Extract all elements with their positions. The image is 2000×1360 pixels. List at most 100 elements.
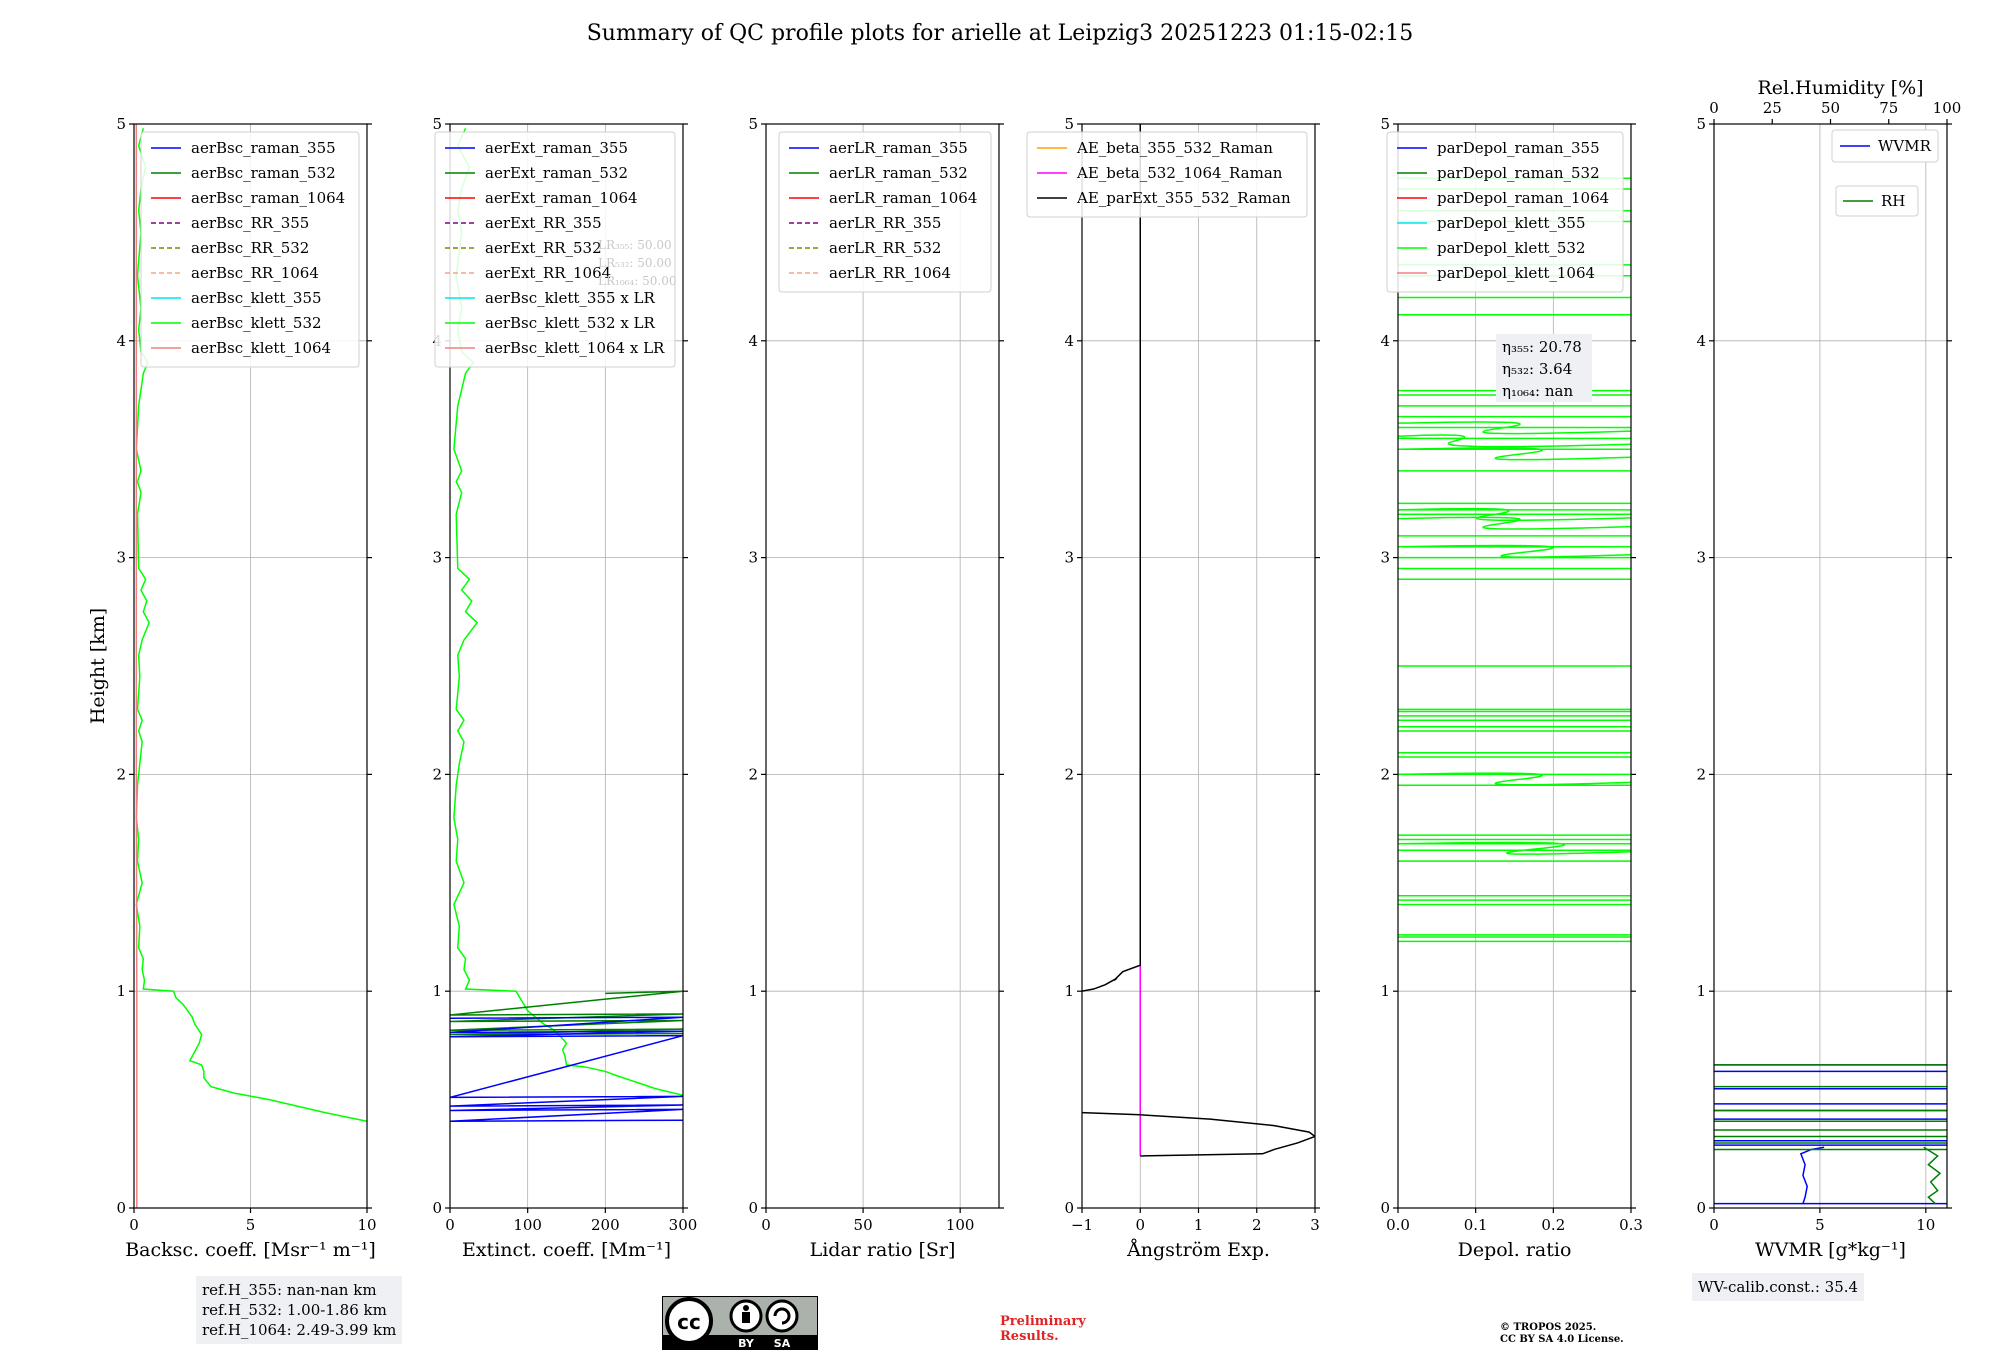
legend-label: aerExt_raman_532 — [485, 164, 628, 182]
eta-annotation: η₃₅₅: 20.78 — [1502, 338, 1582, 356]
x-tick-label: 300 — [669, 1216, 698, 1234]
legend-depol: parDepol_raman_355 parDepol_raman_532 parD… — [1386, 131, 1624, 293]
x2-axis-label: Rel.Humidity [%] — [1757, 77, 1923, 99]
legend-label: parDepol_klett_532 — [1437, 239, 1586, 257]
legend-label: aerBsc_raman_1064 — [191, 189, 345, 207]
x-tick-label: 0 — [1709, 1216, 1719, 1234]
wv-calib-const: WV-calib.const.: 35.4 — [1698, 1278, 1859, 1296]
license-note: © TROPOS 2025. CC BY SA 4.0 License. — [1500, 1322, 1624, 1346]
x-tick-label: 100 — [513, 1216, 542, 1234]
series-line-RH — [1923, 1146, 1942, 1205]
x-tick-label: 0 — [1135, 1216, 1145, 1234]
reference-height-box: ref.H_355: nan-nan km ref.H_532: 1.00-1.… — [196, 1276, 403, 1344]
legend-label: AE_beta_355_532_Raman — [1076, 139, 1273, 157]
x-tick-label: −1 — [1071, 1216, 1093, 1234]
legend-label: aerBsc_klett_532 — [191, 314, 322, 332]
lr-annotation: LR₅₃₂: 50.00 — [598, 256, 672, 270]
legend-label-RH: RH — [1881, 192, 1905, 210]
y-tick-label: 3 — [432, 549, 442, 567]
x-tick-label: 0.3 — [1619, 1216, 1643, 1234]
ref-h-355: ref.H_355: nan-nan km — [202, 1281, 377, 1299]
legend-label: aerBsc_raman_532 — [191, 164, 336, 182]
legend-label: aerBsc_klett_1064 x LR — [485, 339, 665, 357]
series-bump-parDepol_klett_532 — [1398, 544, 1631, 558]
series-bump-parDepol_klett_532 — [1398, 841, 1631, 855]
panel-backscatter: 0 5 10 0 1 2 3 4 5 Backsc. coeff. [Msr⁻¹ m⁻¹] Heig… — [87, 115, 377, 1261]
y-tick-label: 4 — [1696, 332, 1706, 350]
y-tick-label: 1 — [1380, 982, 1390, 1000]
x-tick-label: 1 — [1194, 1216, 1204, 1234]
cc-sa-label: SA — [774, 1337, 791, 1350]
legend-box — [140, 131, 360, 368]
legend-label-WVMR: WVMR — [1878, 137, 1932, 155]
series-bump-parDepol_klett_532 — [1398, 434, 1631, 448]
x-axis-label: Depol. ratio — [1458, 1239, 1572, 1261]
x-tick-label: 200 — [591, 1216, 620, 1234]
axes-frame — [1713, 123, 1948, 1209]
legend-label: aerLR_RR_355 — [829, 214, 941, 232]
series-line-AE_parExt_355_532_Raman — [1082, 124, 1141, 992]
y-tick-label: 4 — [1380, 332, 1390, 350]
legend-label: aerLR_raman_355 — [829, 139, 968, 157]
ref-h-1064: ref.H_1064: 2.49-3.99 km — [202, 1321, 397, 1339]
y-tick-label: 1 — [748, 982, 758, 1000]
y-tick-label: 0 — [748, 1199, 758, 1217]
legend-label: aerBsc_klett_355 — [191, 289, 322, 307]
legend-label: parDepol_raman_1064 — [1437, 189, 1609, 207]
legend-label: aerExt_raman_355 — [485, 139, 628, 157]
y-tick-label: 1 — [1064, 982, 1074, 1000]
legend-label: parDepol_klett_355 — [1437, 214, 1586, 232]
series-group — [1082, 124, 1315, 1157]
y-tick-label: 0 — [116, 1199, 126, 1217]
y-tick-label: 3 — [748, 549, 758, 567]
legend-label: aerLR_raman_532 — [829, 164, 968, 182]
license-line-2: CC BY SA 4.0 License. — [1500, 1334, 1624, 1345]
y-tick-label: 4 — [1064, 332, 1074, 350]
x2-tick-label: 50 — [1821, 99, 1840, 117]
y-tick-label: 3 — [1064, 549, 1074, 567]
series-line-WVMR — [1799, 1146, 1825, 1204]
x2-tick-label: 100 — [1933, 99, 1962, 117]
figure-title: Summary of QC profile plots for arielle … — [586, 21, 1414, 46]
x-tick-label: 2 — [1252, 1216, 1262, 1234]
legend-label: aerLR_RR_532 — [829, 239, 941, 257]
lr-annotation: LR₁₀₆₄: 50.00 — [598, 274, 676, 288]
x-tick-label: 0.0 — [1386, 1216, 1410, 1234]
y-tick-label: 2 — [1380, 765, 1390, 783]
x-axis-label: Extinct. coeff. [Mm⁻¹] — [462, 1239, 671, 1261]
series-bump-parDepol_klett_532 — [1398, 421, 1631, 435]
legend-label: aerLR_RR_1064 — [829, 264, 951, 282]
legend-box — [778, 131, 992, 293]
x-tick-label: 0 — [129, 1216, 139, 1234]
legend-lidar_ratio: aerLR_raman_355 aerLR_raman_532 aerLR_rama… — [778, 131, 992, 293]
legend-wvmr: WVMR — [1831, 129, 1939, 163]
eta-annotation: η₁₀₆₄: nan — [1502, 382, 1573, 400]
y-tick-label: 4 — [748, 332, 758, 350]
y-tick-label: 3 — [1380, 549, 1390, 567]
legend-box — [1835, 185, 1919, 217]
y-tick-label: 2 — [748, 765, 758, 783]
series-group — [1714, 1064, 1947, 1205]
y-tick-label: 5 — [748, 115, 758, 133]
legend-box — [1386, 131, 1624, 293]
y-tick-label: 5 — [1380, 115, 1390, 133]
axes-frame — [1397, 123, 1632, 1209]
series-line-aerExt_raman_532 — [450, 990, 683, 1036]
y-tick-label: 0 — [432, 1199, 442, 1217]
legend-box — [1831, 129, 1939, 163]
legend-label: aerBsc_klett_1064 — [191, 339, 331, 357]
legend-label: aerLR_raman_1064 — [829, 189, 977, 207]
legend-rh: RH — [1835, 185, 1919, 217]
legend-label: aerExt_RR_532 — [485, 239, 602, 257]
legend-label: AE_beta_532_1064_Raman — [1076, 164, 1283, 182]
y-tick-label: 3 — [116, 549, 126, 567]
x-tick-label: 50 — [854, 1216, 873, 1234]
legend-label: AE_parExt_355_532_Raman — [1076, 189, 1291, 207]
cc-by-label: BY — [738, 1337, 755, 1350]
lr-annotation: LR₃₅₅: 50.00 — [598, 238, 672, 252]
wv-calib-box: WV-calib.const.: 35.4 — [1692, 1273, 1865, 1301]
y-tick-label: 2 — [116, 765, 126, 783]
